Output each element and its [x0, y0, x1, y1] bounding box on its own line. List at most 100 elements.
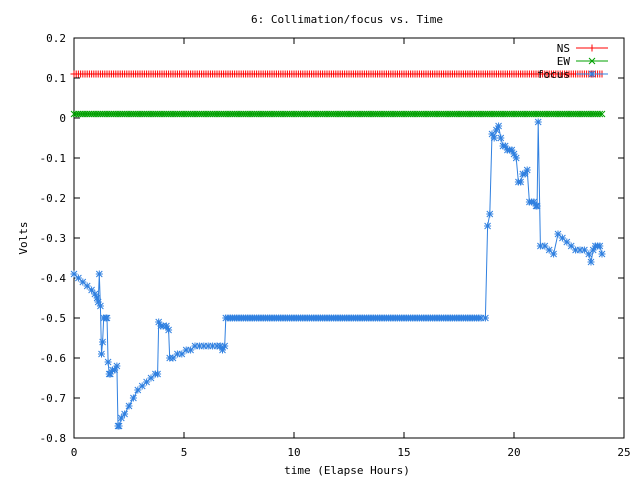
- data-point: [95, 270, 103, 278]
- data-point: [103, 314, 111, 322]
- data-point: [497, 134, 505, 142]
- legend-label: focus: [537, 68, 570, 81]
- x-tick-label: 15: [397, 446, 410, 459]
- data-point: [517, 178, 525, 186]
- series-ew: [70, 110, 606, 118]
- data-point: [83, 282, 91, 290]
- data-point: [129, 394, 137, 402]
- data-point: [541, 242, 549, 250]
- y-tick-label: -0.6: [40, 352, 67, 365]
- data-point: [154, 370, 162, 378]
- plot-frame: [73, 37, 625, 439]
- data-point: [79, 278, 87, 286]
- data-point: [113, 362, 121, 370]
- data-point: [596, 242, 604, 250]
- data-point: [204, 342, 212, 350]
- data-point: [488, 130, 496, 138]
- data-point: [484, 222, 492, 230]
- data-point: [134, 386, 142, 394]
- data-point: [536, 242, 544, 250]
- y-tick-label: -0.4: [40, 272, 67, 285]
- data-point: [587, 258, 595, 266]
- data-point: [74, 274, 82, 282]
- data-point: [585, 250, 593, 258]
- data-point: [572, 246, 580, 254]
- data-point: [521, 170, 529, 178]
- data-point: [111, 366, 119, 374]
- data-point: [209, 342, 217, 350]
- data-point: [580, 246, 588, 254]
- y-tick-label: -0.1: [40, 152, 67, 165]
- data-point: [477, 314, 485, 322]
- data-point: [576, 246, 584, 254]
- y-tick-label: 0.1: [46, 72, 66, 85]
- y-tick-label: -0.2: [40, 192, 67, 205]
- data-point: [598, 250, 606, 258]
- data-point: [216, 342, 224, 350]
- data-point: [155, 318, 163, 326]
- data-point: [495, 122, 503, 130]
- data-point: [182, 346, 190, 354]
- data-point: [99, 338, 107, 346]
- data-point: [143, 378, 151, 386]
- x-tick-label: 10: [287, 446, 300, 459]
- y-axis-label: Volts: [17, 221, 30, 254]
- y-tick-label: 0: [59, 112, 66, 125]
- chart-title: 6: Collimation/focus vs. Time: [251, 13, 443, 26]
- legend-label: NS: [557, 42, 570, 55]
- data-point: [534, 118, 542, 126]
- data-point: [530, 198, 538, 206]
- data-point: [490, 134, 498, 142]
- data-point: [596, 110, 604, 118]
- data-point: [200, 342, 208, 350]
- data-point: [588, 70, 596, 78]
- y-tick-label: -0.7: [40, 392, 67, 405]
- x-axis-label: time (Elapse Hours): [284, 464, 410, 477]
- series-ns: [70, 70, 606, 78]
- data-point: [554, 230, 562, 238]
- data-point: [486, 210, 494, 218]
- data-point: [221, 342, 229, 350]
- data-point: [121, 410, 129, 418]
- data-point: [195, 342, 203, 350]
- data-point: [104, 358, 112, 366]
- data-point: [96, 302, 104, 310]
- data-point: [187, 346, 195, 354]
- data-point: [91, 290, 99, 298]
- x-tick-label: 25: [617, 446, 630, 459]
- data-point: [501, 142, 509, 150]
- data-point: [70, 270, 78, 278]
- y-tick-label: -0.8: [40, 432, 67, 445]
- data-point: [98, 350, 105, 358]
- data-point: [481, 314, 489, 322]
- data-point: [191, 342, 199, 350]
- series-focus: [70, 118, 606, 430]
- data-point: [588, 57, 596, 65]
- data-point: [88, 286, 96, 294]
- data-point: [147, 374, 155, 382]
- data-point: [169, 354, 177, 362]
- data-point: [533, 202, 541, 210]
- x-tick-label: 0: [71, 446, 78, 459]
- data-point: [117, 414, 125, 422]
- data-point: [162, 322, 170, 330]
- axis-ticks: 0 5 10 15 20 25 0.2 0.1 0 -0.1 -0.2 -0.3 -0.4 -0.5 -0.…: [40, 32, 631, 459]
- y-tick-label: -0.5: [40, 312, 67, 325]
- x-tick-label: 5: [181, 446, 188, 459]
- data-point: [545, 246, 553, 254]
- plot-series: [70, 70, 606, 430]
- data-point: [165, 326, 173, 334]
- data-point: [115, 422, 123, 430]
- legend-label: EW: [557, 55, 571, 68]
- data-point: [523, 166, 531, 174]
- data-point: [125, 402, 133, 410]
- data-point: [567, 242, 575, 250]
- data-point: [510, 150, 518, 158]
- data-point: [106, 370, 114, 378]
- y-tick-label: 0.2: [46, 32, 66, 45]
- data-point: [558, 234, 566, 242]
- data-point: [173, 350, 181, 358]
- data-point: [492, 126, 500, 134]
